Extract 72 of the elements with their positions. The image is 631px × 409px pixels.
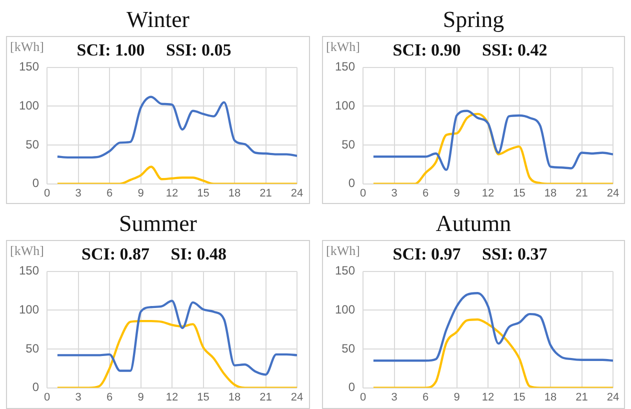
line-series	[56, 96, 297, 159]
x-tick-label: 21	[576, 391, 588, 404]
chart-title: Autumn	[434, 210, 512, 238]
y-axis-title: [kWh]	[326, 243, 360, 259]
chart-title: Winter	[126, 6, 190, 34]
x-tick-label: 9	[138, 187, 144, 200]
x-tick-label: 0	[360, 391, 366, 404]
x-tick-label: 24	[606, 391, 620, 404]
y-tick-label: 0	[32, 176, 40, 190]
y-tick-label: 50	[26, 137, 40, 152]
x-tick-label: 12	[166, 391, 178, 404]
x-tick-label: 9	[454, 391, 460, 404]
x-tick-label: 3	[75, 187, 82, 200]
x-tick-label: 6	[422, 391, 429, 404]
x-tick-label: 15	[197, 187, 210, 200]
line-series	[56, 166, 297, 184]
y-tick-label: 150	[334, 60, 356, 74]
x-tick-label: 0	[44, 391, 50, 404]
line-series	[372, 292, 613, 362]
x-tick-label: 3	[391, 187, 398, 200]
y-tick-label: 0	[348, 176, 356, 190]
x-tick-label: 3	[391, 391, 398, 404]
y-tick-label: 50	[342, 341, 356, 356]
x-tick-label: 21	[260, 391, 272, 404]
x-tick-label: 3	[75, 391, 82, 404]
x-tick-label: 0	[44, 187, 50, 200]
x-tick-label: 21	[260, 187, 272, 200]
x-tick-label: 24	[290, 391, 304, 404]
y-tick-label: 100	[18, 98, 40, 113]
y-tick-label: 150	[18, 60, 40, 74]
y-tick-label: 50	[342, 137, 356, 152]
x-tick-label: 15	[197, 391, 210, 404]
y-axis-title: [kWh]	[10, 39, 44, 55]
line-series	[56, 300, 297, 376]
x-tick-label: 6	[422, 187, 429, 200]
x-tick-label: 0	[360, 187, 366, 200]
x-tick-label: 24	[290, 187, 304, 200]
y-tick-label: 150	[18, 264, 40, 278]
y-tick-label: 150	[334, 264, 356, 278]
x-tick-label: 18	[228, 391, 241, 404]
y-axis-title: [kWh]	[10, 243, 44, 259]
x-tick-label: 9	[454, 187, 460, 200]
y-tick-label: 100	[334, 98, 356, 113]
x-tick-label: 18	[544, 187, 557, 200]
line-series	[372, 110, 613, 171]
x-tick-label: 12	[482, 391, 494, 404]
line-series	[372, 318, 613, 388]
x-tick-label: 6	[106, 391, 113, 404]
y-axis-title: [kWh]	[326, 39, 360, 55]
chart-subtitle: SCI: 0.90 SSI: 0.42	[392, 40, 548, 60]
x-tick-label: 18	[544, 391, 557, 404]
x-tick-label: 21	[576, 187, 588, 200]
x-tick-label: 12	[482, 187, 494, 200]
x-tick-label: 9	[138, 391, 144, 404]
x-tick-label: 12	[166, 187, 178, 200]
line-series	[56, 320, 297, 388]
x-tick-label: 6	[106, 187, 113, 200]
chart-subtitle: SCI: 1.00 SSI: 0.05	[76, 40, 232, 60]
x-tick-label: 18	[228, 187, 241, 200]
x-tick-label: 24	[606, 187, 620, 200]
y-tick-label: 100	[18, 302, 40, 317]
y-tick-label: 100	[334, 302, 356, 317]
x-tick-label: 15	[513, 187, 526, 200]
chart-title: Spring	[442, 6, 506, 34]
y-tick-label: 0	[348, 380, 356, 394]
chart-subtitle: SCI: 0.87 SI: 0.48	[82, 244, 226, 264]
chart-subtitle: SCI: 0.97 SSI: 0.37	[392, 244, 548, 264]
line-series	[372, 112, 613, 184]
y-tick-label: 50	[26, 341, 40, 356]
chart-title: Summer	[118, 210, 198, 238]
y-tick-label: 0	[32, 380, 40, 394]
x-tick-label: 15	[513, 391, 526, 404]
